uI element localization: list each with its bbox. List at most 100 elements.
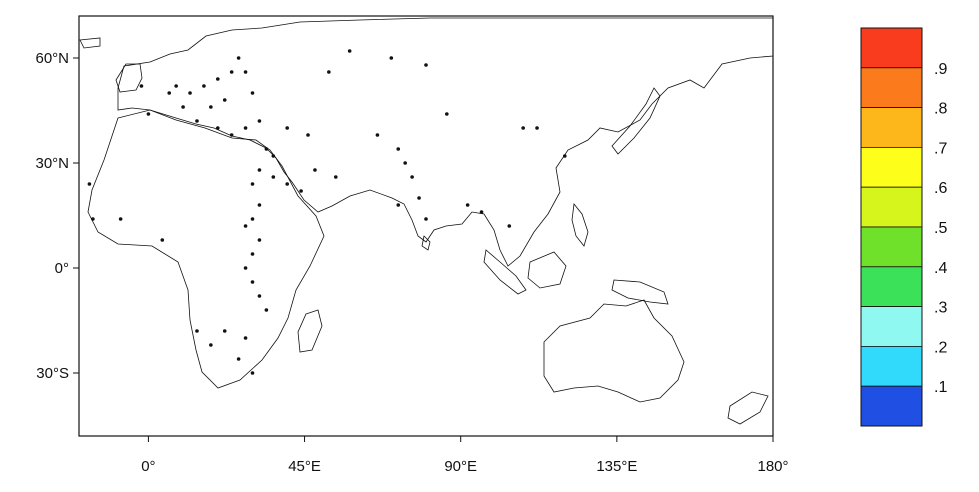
station-dot	[243, 224, 248, 228]
lat-tick-label: 30°N	[35, 155, 69, 172]
station-dot	[535, 126, 539, 130]
station-dot	[257, 119, 262, 123]
colorbar-swatch	[860, 186, 923, 228]
station-dot	[209, 343, 213, 347]
colorbar-label: .6	[934, 180, 947, 197]
station-dot	[285, 126, 290, 130]
station-dot	[271, 175, 276, 179]
station-dot	[396, 203, 401, 207]
station-dot	[118, 217, 123, 221]
station-dot	[250, 182, 255, 186]
station-dot	[465, 203, 470, 207]
colorbar-swatch	[860, 107, 923, 148]
station-dot	[216, 126, 220, 130]
station-dot	[250, 217, 255, 221]
station-dot	[229, 133, 234, 137]
station-dot	[285, 182, 290, 186]
station-dot	[222, 329, 227, 333]
station-dot	[146, 112, 151, 116]
station-dot	[202, 84, 206, 88]
station-dot	[257, 168, 262, 172]
station-dot	[243, 336, 248, 340]
station-dot	[250, 91, 255, 95]
station-dot	[236, 357, 241, 361]
colorbar-swatch	[860, 67, 923, 109]
station-dot	[167, 91, 172, 95]
lon-tick-label: 135°E	[596, 458, 637, 475]
station-dot	[375, 133, 380, 137]
colorbar-label: .8	[934, 101, 947, 118]
lat-tick-label: 60°N	[35, 50, 69, 67]
contour-field	[80, 18, 773, 424]
lat-tick-label: 0°	[55, 260, 69, 277]
station-dot	[87, 182, 92, 186]
station-dot	[410, 175, 414, 179]
station-dot	[264, 308, 269, 312]
colorbar-label: .1	[934, 379, 947, 396]
lat-tick-label: 30°S	[36, 365, 69, 382]
station-dot	[563, 154, 567, 158]
station-dot	[403, 161, 407, 165]
station-dot	[257, 294, 262, 298]
station-dot	[306, 133, 310, 137]
lon-tick-label: 180°	[757, 458, 788, 475]
station-dot	[396, 147, 401, 151]
station-markers	[87, 49, 567, 375]
map-frame	[78, 15, 774, 437]
station-dot	[424, 217, 428, 221]
colorbar-label: .7	[934, 140, 947, 157]
colorbar-swatch	[860, 385, 923, 427]
station-dot	[229, 70, 234, 74]
colorbar-label: .2	[934, 339, 947, 356]
axis-ticks: 60°N 30°N 0° 30°S 0° 45°E 90°E 135°E 180°	[35, 50, 788, 475]
station-dot	[389, 56, 394, 60]
colorbar-label: .4	[934, 260, 947, 277]
station-dot	[445, 112, 449, 116]
station-dot	[250, 371, 255, 375]
station-dot	[417, 196, 421, 200]
colorbar-frame	[860, 27, 923, 427]
station-dot	[250, 252, 255, 256]
station-dot	[216, 77, 220, 81]
station-dot	[243, 70, 248, 74]
station-dot	[271, 154, 276, 158]
colorbar-swatch	[860, 226, 923, 268]
station-dot	[236, 56, 241, 60]
colorbar-swatch	[860, 266, 923, 307]
colorbar-label: .9	[934, 61, 947, 78]
station-dot	[313, 168, 317, 172]
station-dot	[424, 63, 428, 67]
coastlines	[79, 17, 774, 425]
station-dot	[222, 98, 227, 102]
station-dot	[174, 84, 178, 88]
station-dot	[209, 105, 213, 109]
colorbar: .9 .8 .7 .6 .5 .4 .3 .2 .1	[860, 27, 947, 427]
colorbar-swatch	[860, 345, 923, 387]
station-dot	[91, 217, 95, 221]
lon-tick-label: 45°E	[288, 458, 321, 475]
station-dot	[160, 238, 165, 242]
colorbar-swatch	[860, 146, 923, 188]
station-dot	[139, 84, 144, 88]
lon-tick-label: 90°E	[444, 458, 477, 475]
station-dot	[257, 203, 262, 207]
station-dot	[521, 126, 525, 130]
station-dot	[264, 147, 269, 151]
colorbar-swatch	[860, 306, 923, 347]
station-dot	[333, 175, 338, 179]
station-dot	[327, 70, 331, 74]
station-dot	[195, 119, 199, 123]
station-dot	[299, 189, 303, 193]
colorbar-label: .3	[934, 300, 947, 317]
station-dot	[507, 224, 512, 228]
station-dot	[250, 280, 255, 284]
station-dot	[347, 49, 352, 53]
station-dot	[181, 105, 185, 109]
station-dot	[243, 266, 248, 270]
station-dot	[257, 238, 262, 242]
colorbar-label: .5	[934, 220, 947, 237]
station-dot	[195, 329, 199, 333]
colorbar-swatch	[860, 27, 923, 69]
station-dot	[479, 210, 484, 214]
